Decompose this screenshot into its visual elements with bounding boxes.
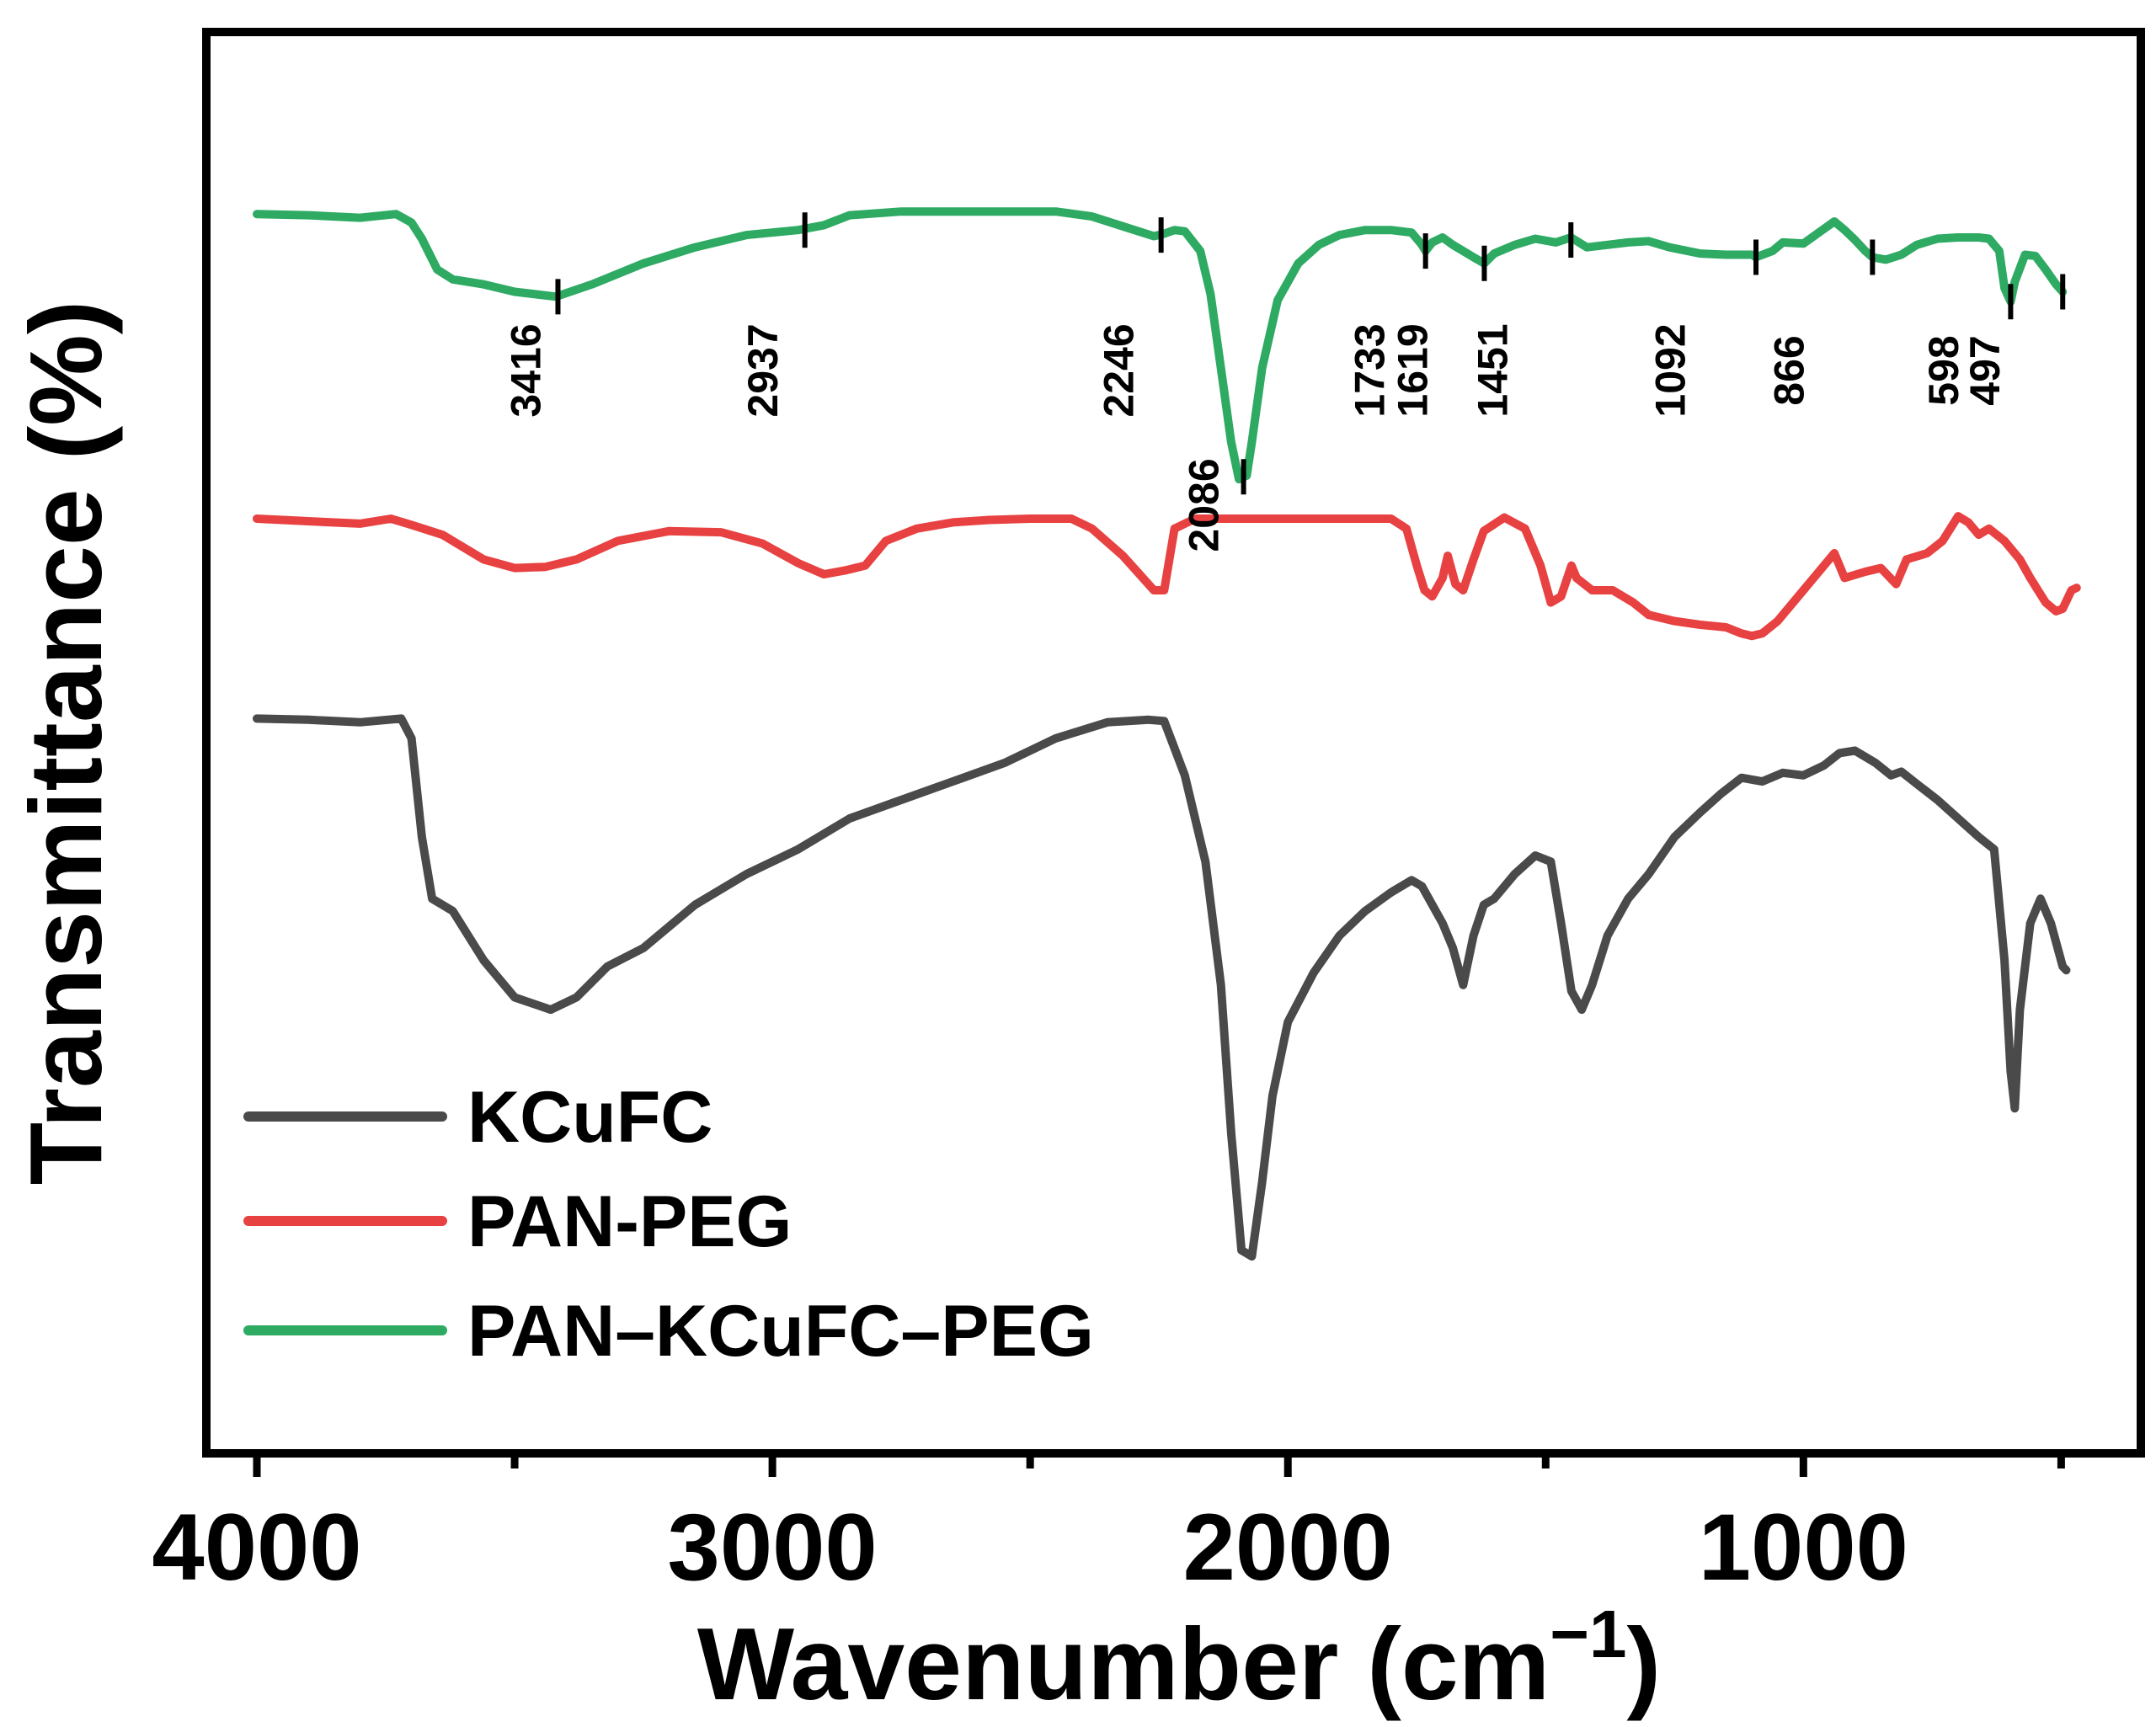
x-axis-title-close: ) xyxy=(1626,1607,1661,1721)
y-axis-title: Transmittance (%) xyxy=(8,301,123,1186)
series-line-1 xyxy=(253,512,2081,641)
x-axis-title-main: Wavenumber (cm xyxy=(697,1607,1550,1721)
legend-label-pan-kcufc-peg: PAN–KCuFC–PEG xyxy=(467,1291,1094,1372)
x-tick-label: 4000 xyxy=(152,1495,361,1600)
annotation-label: 3416 xyxy=(503,323,550,417)
legend: KCuFC PAN-PEG PAN–KCuFC–PEG xyxy=(243,1077,1094,1372)
annotation-label: 1619 xyxy=(1390,323,1437,417)
annotation-label: 2246 xyxy=(1096,323,1143,417)
x-tick-label: 1000 xyxy=(1699,1495,1908,1600)
x-axis-title: Wavenumber (cm−1) xyxy=(697,1596,1661,1721)
x-tick-label: 3000 xyxy=(668,1495,878,1600)
annotation-label: 598 xyxy=(1920,335,1967,405)
x-tick-label: 2000 xyxy=(1183,1495,1393,1600)
x-axis-title-sup: −1 xyxy=(1550,1596,1626,1671)
series-layer xyxy=(253,207,2081,1261)
series-line-0 xyxy=(253,714,2071,1261)
legend-label-pan-peg: PAN-PEG xyxy=(467,1181,792,1262)
annotation-label: 866 xyxy=(1765,335,1812,405)
annotation-label: 2937 xyxy=(739,323,787,417)
annotation-label: 2086 xyxy=(1181,458,1228,552)
annotation-label: 1092 xyxy=(1647,323,1694,417)
legend-label-kcufc: KCuFC xyxy=(467,1077,712,1158)
x-axis-ticks: 4000 3000 2000 1000 xyxy=(152,1453,2065,1600)
annotation-label: 497 xyxy=(1961,335,2009,405)
annotation-label: 1733 xyxy=(1347,323,1394,417)
annotation-label: 1451 xyxy=(1469,323,1516,417)
series-line-2 xyxy=(253,207,2068,484)
plot-frame xyxy=(202,28,2145,1458)
